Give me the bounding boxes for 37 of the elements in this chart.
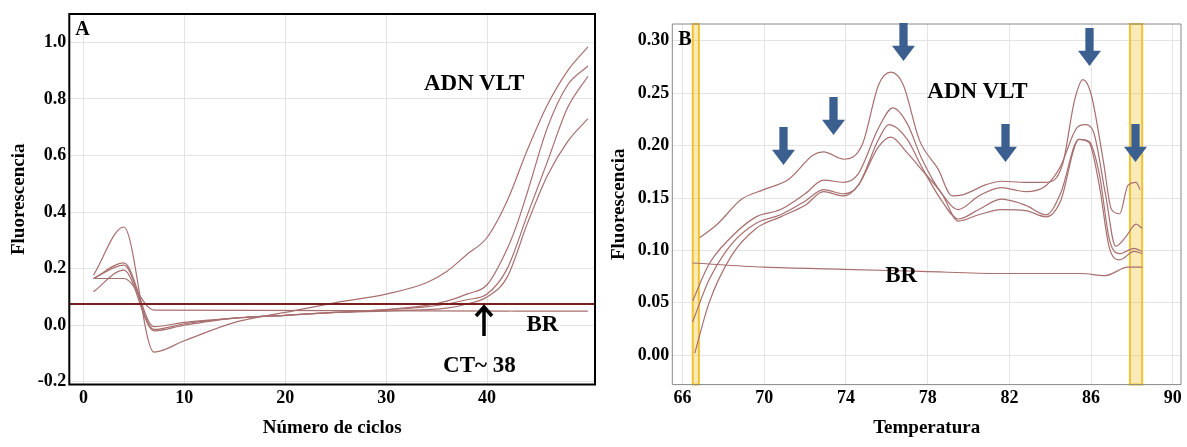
x-tick-label: 78: [918, 387, 937, 408]
y-tick-label: 0.30: [637, 29, 670, 50]
x-tick-label: 0: [78, 387, 88, 408]
y-tick-label: 0.10: [637, 239, 670, 260]
x-tick-label: 10: [175, 387, 194, 408]
annotation: BR: [526, 311, 559, 337]
x-tick-label: 20: [276, 387, 295, 408]
annotation: A: [75, 17, 91, 40]
y-tick-label: 0.2: [43, 257, 67, 278]
x-tick-label: 82: [1000, 387, 1019, 408]
y-axis-title: Fluorescencia: [607, 148, 629, 261]
y-tick-label: 0.05: [637, 291, 670, 312]
y-tick-label: 1.0: [43, 30, 67, 51]
x-tick-label: 70: [755, 387, 774, 408]
y-tick-label: 0.15: [637, 186, 670, 207]
annotation: ADN VLT: [423, 70, 525, 96]
y-tick-label: 0.4: [43, 200, 67, 221]
y-tick-label: 0.6: [43, 144, 67, 165]
y-tick-label: 0.8: [43, 87, 67, 108]
x-tick-label: 90: [1163, 387, 1182, 408]
x-tick-label: 30: [377, 387, 396, 408]
y-tick-label: 0.25: [637, 81, 670, 102]
annotation: B: [678, 27, 692, 50]
annotation: BR: [885, 262, 918, 288]
y-tick-label: -0.2: [37, 370, 67, 391]
x-axis-title: Temperatura: [873, 415, 981, 437]
annotation: ADN VLT: [927, 78, 1028, 104]
x-axis-title: Número de ciclos: [262, 415, 402, 437]
x-tick-label: 40: [478, 387, 497, 408]
y-tick-label: 0.00: [637, 343, 670, 364]
x-tick-label: 86: [1082, 387, 1101, 408]
y-tick-label: 0.20: [637, 134, 670, 155]
annotation: CT~ 38: [443, 352, 516, 378]
y-axis-title: Fluorescencia: [7, 143, 29, 256]
x-tick-label: 66: [673, 387, 692, 408]
x-tick-label: 74: [836, 387, 855, 408]
y-tick-label: 0.0: [43, 313, 67, 334]
